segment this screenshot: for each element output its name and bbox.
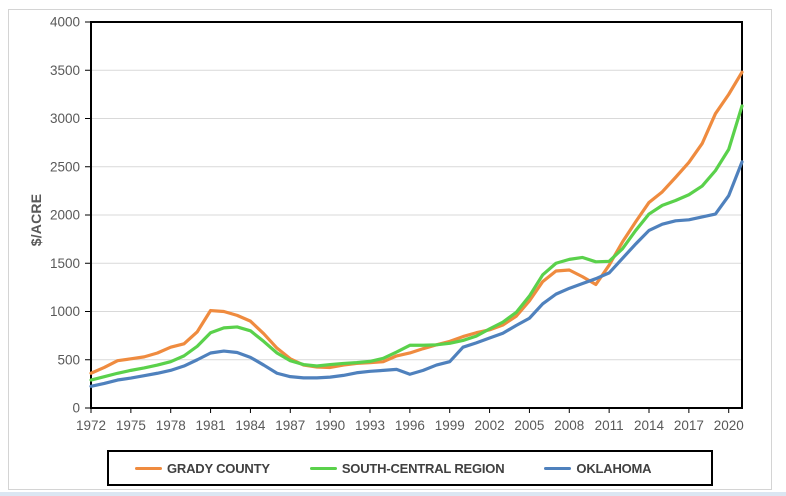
y-tick-label: 3500 — [50, 63, 80, 78]
y-tick-label: 0 — [72, 401, 80, 416]
x-tick-label: 1978 — [156, 418, 186, 433]
legend-item-oklahoma: OKLAHOMA — [544, 460, 652, 476]
y-tick-label: 1000 — [50, 304, 80, 319]
x-tick-label: 2020 — [714, 418, 744, 433]
x-tick-label: 2005 — [514, 418, 544, 433]
x-tick-label: 1990 — [315, 418, 345, 433]
x-tick-label: 1981 — [196, 418, 226, 433]
x-tick-label: 2014 — [634, 418, 665, 433]
legend-line-swatch-south-central-region — [309, 466, 337, 470]
bottom-edge-strip — [0, 492, 786, 496]
x-tick-label: 2017 — [674, 418, 704, 433]
legend-line-swatch-grady-county — [135, 466, 162, 470]
series-line-oklahoma — [89, 160, 744, 388]
x-tick-label: 1987 — [275, 418, 305, 433]
chart-legend: GRADY COUNTY SOUTH-CENTRAL REGION OKLAHO… — [107, 450, 713, 486]
y-axis-title: $/ACRE — [28, 193, 44, 247]
y-tick-label: 2500 — [50, 159, 80, 174]
x-tick-label: 2008 — [554, 418, 584, 433]
x-tick-label: 1999 — [435, 418, 465, 433]
legend-line-swatch-oklahoma — [544, 466, 572, 470]
legend-label-grady-county: GRADY COUNTY — [167, 460, 270, 476]
x-tick-label: 2002 — [475, 418, 505, 433]
x-tick-label: 2011 — [595, 418, 624, 433]
x-tick-label: 1993 — [355, 418, 385, 433]
legend-item-grady-county: GRADY COUNTY — [135, 461, 270, 476]
legend-item-south-central-region: SOUTH-CENTRAL REGION — [309, 460, 505, 476]
y-tick-label: 3000 — [50, 111, 80, 126]
legend-label-south-central-region: SOUTH-CENTRAL REGION — [341, 460, 505, 476]
y-tick-label: 4000 — [50, 15, 80, 30]
y-tick-label: 2000 — [50, 208, 80, 223]
x-tick-label: 1984 — [235, 418, 266, 433]
legend-label-oklahoma: OKLAHOMA — [576, 460, 652, 476]
x-tick-label: 1975 — [116, 418, 146, 433]
x-tick-label: 1972 — [76, 418, 106, 433]
series-line-south-central-region — [89, 104, 744, 382]
x-tick-label: 1996 — [395, 418, 425, 433]
series-line-grady-county — [89, 70, 744, 375]
y-tick-label: 1500 — [50, 256, 80, 271]
y-tick-label: 500 — [57, 352, 80, 367]
chart-frame — [8, 9, 772, 490]
